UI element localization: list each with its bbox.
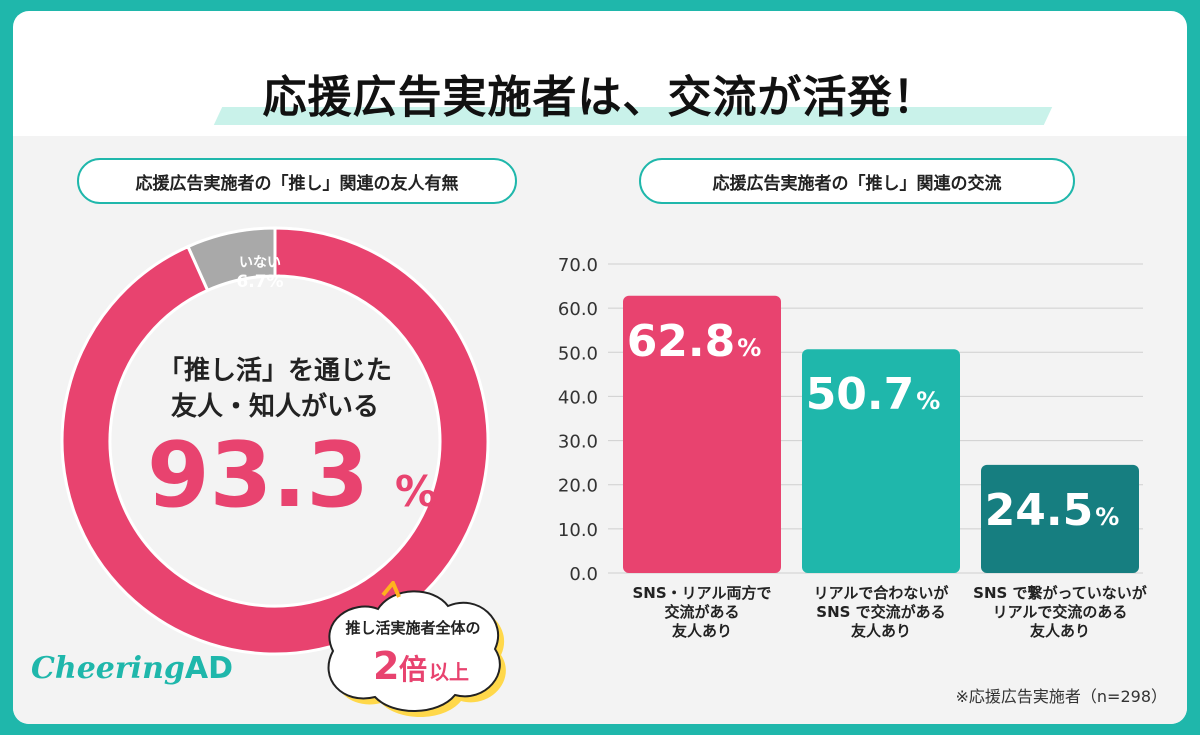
x-category-label: リアルで合わないが bbox=[814, 584, 950, 602]
callout-suffix: 倍 bbox=[399, 653, 427, 686]
left-chart-title: 応援広告実施者の「推し」関連の友人有無 bbox=[77, 158, 517, 204]
y-tick-label: 10.0 bbox=[558, 520, 598, 541]
bar-0 bbox=[623, 295, 781, 573]
x-category-label: SNS で交流がある bbox=[816, 603, 945, 621]
logo-suffix: AD bbox=[184, 651, 233, 686]
x-category-label: 友人あり bbox=[672, 622, 732, 640]
spark-icon bbox=[381, 581, 401, 598]
y-tick-label: 20.0 bbox=[558, 476, 598, 497]
slice-label-none: いない bbox=[239, 255, 281, 271]
right-chart-title: 応援広告実施者の「推し」関連の交流 bbox=[639, 158, 1075, 204]
donut-center-value: 93.3 bbox=[147, 423, 369, 528]
y-tick-label: 60.0 bbox=[558, 299, 598, 320]
donut-center-line2: 友人・知人がいる bbox=[171, 391, 379, 422]
callout-shape bbox=[327, 590, 501, 712]
donut-center-line1: 「推し活」を通じた bbox=[158, 355, 392, 386]
donut-slice-1 bbox=[60, 226, 490, 656]
x-category-label: SNS で繋がっていないが bbox=[973, 584, 1148, 602]
callout-line1: 推し活実施者全体の bbox=[345, 619, 480, 637]
callout-tail: 以上 bbox=[429, 660, 469, 684]
y-tick-label: 0.0 bbox=[569, 564, 598, 585]
y-tick-label: 70.0 bbox=[558, 255, 598, 276]
x-category-label: 友人あり bbox=[851, 622, 911, 640]
x-category-label: 友人あり bbox=[1030, 622, 1090, 640]
callout-number: 2 bbox=[373, 644, 399, 688]
x-category-label: 交流がある bbox=[664, 603, 739, 621]
bar-1 bbox=[802, 349, 960, 573]
x-category-label: リアルで交流のある bbox=[993, 603, 1128, 621]
logo-brand: Cheering bbox=[31, 651, 185, 686]
x-category-label: SNS・リアル両方で bbox=[632, 584, 771, 602]
bar-value-label: 62.8% bbox=[627, 316, 762, 367]
callout-bubble: 推し活実施者全体の 2 倍 以上 bbox=[327, 581, 506, 718]
footnote: ※応援広告実施者（n=298） bbox=[955, 687, 1168, 706]
cheering-ad-logo: CheeringAD bbox=[31, 651, 233, 686]
y-tick-label: 50.0 bbox=[558, 343, 598, 364]
slice-value-none: 6.7% bbox=[236, 272, 283, 292]
y-tick-label: 30.0 bbox=[558, 432, 598, 453]
bar-chart: 70.060.050.040.030.020.010.00.0 62.8%50.… bbox=[558, 255, 1148, 640]
infographic-card: 応援広告実施者は、交流が活発！ 応援広告実施者の「推し」関連の友人有無 応援広告… bbox=[13, 11, 1187, 724]
donut-chart: 「推し活」を通じた 友人・知人がいる 93.3 % いない 6.7% bbox=[60, 226, 490, 656]
y-tick-label: 40.0 bbox=[558, 387, 598, 408]
page-title: 応援広告実施者は、交流が活発！ bbox=[262, 72, 938, 123]
donut-center-unit: % bbox=[395, 467, 437, 516]
bar-2 bbox=[981, 464, 1139, 573]
